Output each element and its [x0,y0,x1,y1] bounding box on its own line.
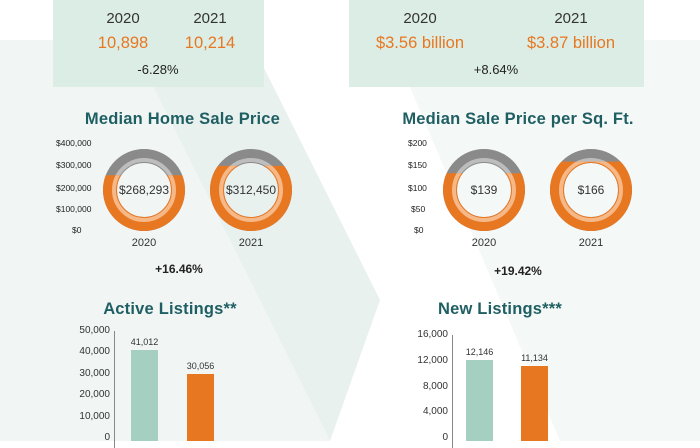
y-tick-label: 40,000 [79,346,110,358]
donut-fill-inner-ring [112,175,176,222]
scale-label: $200 [408,138,427,148]
y-tick-label: 20,000 [79,389,110,401]
year-2020-label: 2020 [403,10,437,27]
volume-2021-value: $3.87 billion [526,34,616,52]
bar-value-label: 41,012 [130,337,159,348]
donut-2020: $268,293 [101,147,187,233]
donut-fill-inner-ring [219,165,283,222]
scale-label: $100,000 [56,204,92,214]
donut-value: $139 [470,183,498,197]
donut-fill-inner-ring [559,161,623,222]
bar-value-label: 11,134 [521,353,548,364]
volume-change: +8.64% [473,62,519,77]
donut-fill-ring [550,161,632,231]
y-tick-label: 4,000 [422,406,448,418]
donut-fill-ring [443,173,525,231]
donut-fill-ring [210,165,292,231]
donut-fill-inner-ring [452,173,516,222]
scale-label: $50 [411,204,426,214]
new-listings-title: New Listings*** [437,300,563,318]
y-tick-label: 8,000 [422,380,448,392]
scale-label: $0 [414,225,424,235]
y-tick-label: 30,000 [79,367,110,379]
volume-2020-value: $3.56 billion [375,34,465,52]
donut-value: $166 [577,183,605,197]
year-2020-label: 2020 [106,10,140,27]
price-per-sqft-title: Median Sale Price per Sq. Ft. [402,110,634,128]
donut-year-label: 2021 [578,237,604,249]
donut-ring [103,149,185,231]
sales-change: -6.28% [137,62,179,77]
sales-count-panel: 2020 2021 10,898 10,214 -6.28% [53,0,264,87]
donut-value: $312,450 [225,183,277,197]
donut-ring [210,149,292,231]
donut-year-label: 2020 [131,237,157,249]
donut-fill-ring [103,175,185,231]
donut-ring [443,149,525,231]
donut-2020: $139 [441,147,527,233]
sales-2021-value: 10,214 [184,34,236,52]
bar-value-label: 12,146 [465,346,494,357]
donut-year-label: 2021 [238,237,264,249]
y-tick-label: 0 [442,432,448,443]
scale-label: $100 [408,183,427,193]
scale-label: $400,000 [56,138,92,148]
bar-2021 [521,366,548,441]
y-axis-line [114,331,115,448]
y-tick-label: 16,000 [417,329,448,340]
price-per-sqft-change: +19.42% [494,264,542,278]
scale-label: $0 [72,225,82,235]
bar-2020 [131,350,158,441]
y-tick-label: 50,000 [79,325,110,336]
donut-value: $268,293 [118,183,170,197]
y-axis-line [452,335,453,448]
median-price-change: +16.46% [155,262,203,276]
donut-year-label: 2020 [471,237,497,249]
sales-2020-value: 10,898 [97,34,149,52]
bar-2020 [466,359,493,441]
donut-ring [550,149,632,231]
year-2021-label: 2021 [193,10,227,27]
bar-value-label: 30,056 [186,360,215,371]
y-tick-label: 12,000 [417,354,448,366]
donut-2021: $312,450 [208,147,294,233]
scale-label: $300,000 [56,160,92,170]
donut-2021: $166 [548,147,634,233]
scale-label: $200,000 [56,183,92,193]
scale-label: $150 [408,160,427,170]
y-tick-label: 0 [104,432,110,443]
bar-2021 [187,373,214,441]
y-tick-label: 10,000 [79,410,110,422]
sales-volume-panel: 2020 2021 $3.56 billion $3.87 billion +8… [349,0,644,87]
active-listings-title: Active Listings** [103,300,237,318]
year-2021-label: 2021 [554,10,588,27]
median-price-title: Median Home Sale Price [84,110,281,128]
